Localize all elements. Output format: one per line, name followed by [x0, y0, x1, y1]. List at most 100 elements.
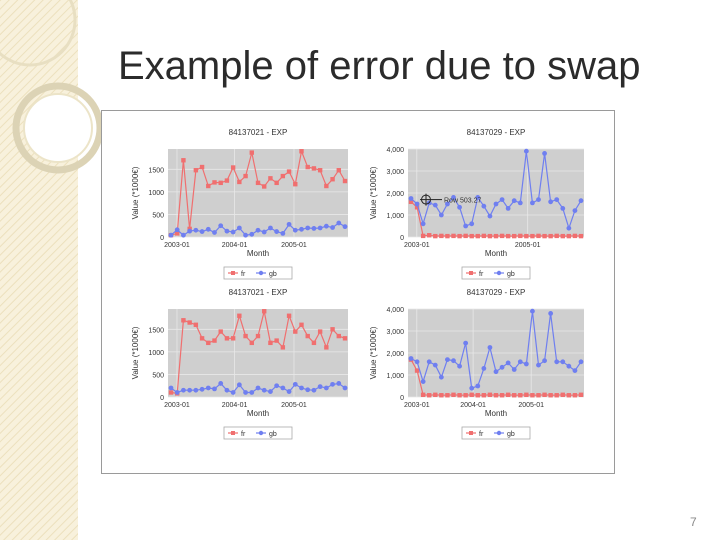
chart-title: 84137021 - EXP — [229, 128, 288, 137]
data-point-fr — [518, 233, 523, 239]
data-point-gb — [572, 208, 578, 213]
data-point-fr — [469, 233, 474, 239]
data-point-gb — [280, 385, 286, 391]
data-point-gb — [505, 206, 511, 211]
data-point-fr — [487, 233, 493, 239]
data-point-gb — [420, 221, 426, 227]
data-point-fr — [249, 150, 254, 155]
data-point-fr — [457, 233, 462, 239]
y-tick-label: 1,000 — [386, 213, 404, 220]
data-point-fr — [249, 340, 254, 346]
data-point-fr — [493, 233, 499, 239]
data-point-fr — [330, 177, 335, 182]
legend-label-gb: gb — [269, 271, 277, 278]
data-point-fr — [175, 231, 180, 236]
data-point-gb — [174, 227, 180, 233]
data-point-gb — [469, 385, 475, 391]
data-point-gb — [572, 368, 578, 373]
data-point-fr — [512, 233, 517, 239]
legend-marker-gb — [496, 430, 502, 436]
data-point-fr — [536, 233, 541, 239]
data-point-gb — [536, 197, 541, 202]
plot-area — [168, 309, 348, 397]
data-point-gb — [530, 308, 535, 314]
data-point-fr — [572, 233, 578, 239]
data-point-gb — [469, 221, 475, 227]
data-point-fr — [268, 176, 273, 181]
data-point-gb — [445, 357, 450, 362]
data-point-fr — [433, 392, 438, 397]
data-point-gb — [493, 369, 499, 375]
y-tick-label: 500 — [152, 212, 164, 219]
data-point-gb — [481, 366, 487, 371]
data-point-fr — [451, 392, 456, 397]
data-point-fr — [548, 393, 553, 398]
data-point-fr — [499, 233, 505, 239]
data-point-gb — [420, 379, 426, 384]
data-point-fr — [187, 320, 192, 325]
data-point-gb — [317, 225, 323, 231]
data-point-fr — [530, 393, 535, 398]
data-point-fr — [317, 329, 323, 334]
data-point-gb — [199, 229, 205, 234]
y-tick-label: 1000 — [148, 350, 164, 357]
y-tick-label: 2,000 — [386, 351, 404, 358]
data-point-gb — [511, 198, 517, 204]
data-point-fr — [255, 180, 261, 186]
data-point-fr — [243, 173, 248, 179]
data-point-fr — [481, 233, 487, 239]
data-point-fr — [439, 393, 444, 398]
data-point-fr — [305, 333, 310, 339]
data-point-gb — [187, 387, 193, 393]
data-point-fr — [414, 368, 420, 373]
data-point-gb — [218, 381, 224, 386]
data-point-gb — [224, 228, 230, 234]
y-tick-label: 1000 — [148, 190, 164, 197]
data-point-fr — [274, 338, 279, 343]
x-axis-label: Month — [247, 409, 269, 418]
plot-area — [168, 149, 348, 237]
data-point-gb — [499, 364, 505, 370]
data-point-fr — [237, 313, 242, 318]
data-point-gb — [311, 226, 317, 231]
legend-marker-gb — [258, 270, 264, 276]
data-point-gb — [408, 356, 414, 361]
y-tick-label: 1500 — [148, 327, 164, 334]
data-point-gb — [286, 389, 292, 394]
decorative-arc — [0, 0, 77, 67]
y-axis-label: Value (*1000€) — [131, 166, 140, 219]
chart-panel-1: 84137021 - EXP 0 500 1000 1500 2003-01 2004-01… — [131, 128, 348, 280]
data-point-fr — [518, 393, 523, 398]
data-point-fr — [262, 184, 267, 189]
data-point-fr — [512, 393, 517, 398]
data-point-gb — [236, 382, 242, 388]
data-point-gb — [560, 206, 566, 211]
data-point-fr — [336, 333, 341, 339]
data-point-fr — [469, 392, 474, 397]
data-point-gb — [517, 200, 523, 206]
data-point-fr — [445, 393, 450, 398]
data-point-gb — [554, 359, 560, 365]
legend-marker-fr — [469, 271, 473, 275]
data-point-fr — [206, 340, 211, 346]
data-point-fr — [230, 336, 236, 341]
data-point-gb — [274, 229, 280, 234]
legend-marker-gb — [258, 430, 264, 436]
data-point-fr — [293, 182, 298, 187]
x-tick-label: 2005-01 — [281, 402, 307, 409]
data-point-gb — [230, 229, 236, 235]
y-tick-label: 1500 — [148, 167, 164, 174]
data-point-gb — [523, 148, 529, 154]
data-point-fr — [457, 393, 462, 398]
data-point-gb — [305, 225, 311, 231]
data-point-fr — [212, 338, 217, 343]
data-point-gb — [536, 362, 541, 368]
legend-marker-gb — [496, 270, 502, 276]
x-tick-label: 2003-01 — [404, 402, 430, 409]
data-point-fr — [193, 322, 199, 327]
data-point-gb — [542, 151, 547, 156]
data-point-fr — [445, 233, 450, 239]
data-point-fr — [566, 233, 572, 239]
x-axis-label: Month — [247, 249, 269, 258]
